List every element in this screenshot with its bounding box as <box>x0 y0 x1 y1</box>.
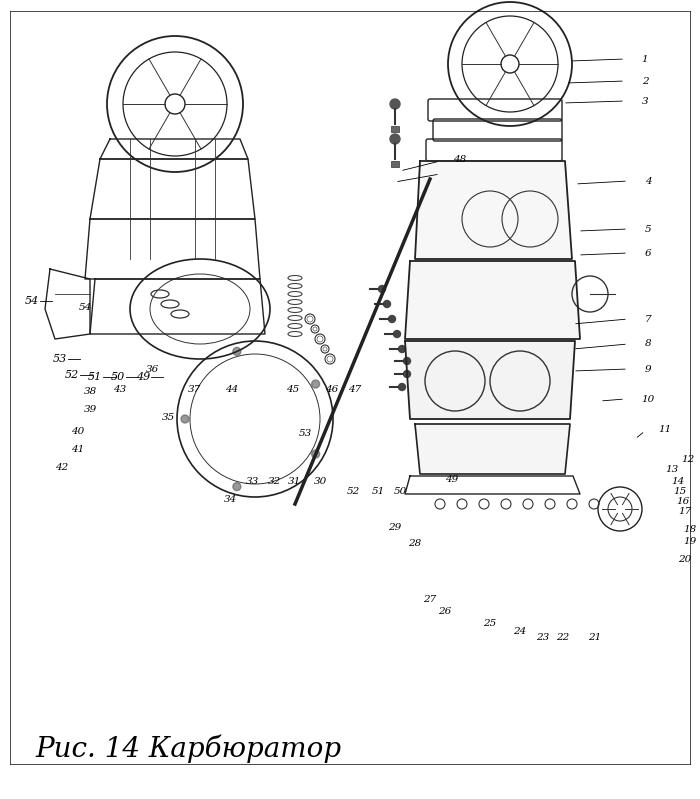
Text: Рис. 14 Карбюратор: Рис. 14 Карбюратор <box>35 735 341 763</box>
Text: 2: 2 <box>642 77 648 85</box>
Text: 19: 19 <box>683 536 696 546</box>
Text: 38: 38 <box>83 387 97 396</box>
Text: 50: 50 <box>393 487 407 495</box>
Text: 11: 11 <box>659 424 671 434</box>
Text: 51: 51 <box>88 372 102 382</box>
Circle shape <box>233 348 241 356</box>
Text: 10: 10 <box>641 395 654 403</box>
Text: 12: 12 <box>681 455 694 463</box>
FancyBboxPatch shape <box>391 161 399 167</box>
Text: 1: 1 <box>642 54 648 63</box>
Circle shape <box>384 300 391 308</box>
Text: 44: 44 <box>225 384 239 393</box>
Text: 4: 4 <box>645 177 651 185</box>
Circle shape <box>389 316 396 323</box>
Text: 40: 40 <box>71 427 85 435</box>
Text: 7: 7 <box>645 315 651 324</box>
Text: 52: 52 <box>346 487 360 495</box>
Text: 24: 24 <box>513 626 526 635</box>
Text: 5: 5 <box>645 225 651 233</box>
Circle shape <box>403 371 410 377</box>
Text: 16: 16 <box>676 496 690 506</box>
Text: 46: 46 <box>326 384 339 393</box>
Text: 43: 43 <box>113 384 127 393</box>
Text: 6: 6 <box>645 248 651 257</box>
Text: 42: 42 <box>55 463 69 471</box>
Polygon shape <box>405 341 575 419</box>
Text: 22: 22 <box>556 633 570 642</box>
Text: 48: 48 <box>454 154 467 164</box>
Text: 49: 49 <box>136 372 150 382</box>
Polygon shape <box>405 261 580 339</box>
Polygon shape <box>415 424 570 474</box>
Text: 51: 51 <box>372 487 384 495</box>
Text: 28: 28 <box>408 539 421 548</box>
Text: 20: 20 <box>678 555 692 563</box>
Text: 54: 54 <box>25 296 39 306</box>
Text: 17: 17 <box>678 507 692 515</box>
Text: 53: 53 <box>298 430 312 439</box>
Circle shape <box>390 134 400 144</box>
Circle shape <box>390 99 400 109</box>
Text: 47: 47 <box>349 384 362 393</box>
Circle shape <box>398 384 405 391</box>
Text: 41: 41 <box>71 444 85 454</box>
Circle shape <box>403 357 410 364</box>
Circle shape <box>233 483 241 491</box>
Text: 39: 39 <box>83 404 97 414</box>
Circle shape <box>379 285 386 292</box>
Text: 32: 32 <box>268 476 281 486</box>
Text: 13: 13 <box>666 464 678 474</box>
Text: 34: 34 <box>223 495 237 503</box>
Text: 9: 9 <box>645 364 651 373</box>
Circle shape <box>393 331 400 337</box>
Text: 25: 25 <box>484 619 496 629</box>
Text: 37: 37 <box>188 384 202 393</box>
Text: 53: 53 <box>53 354 67 364</box>
Circle shape <box>181 415 189 423</box>
Circle shape <box>312 380 320 388</box>
Circle shape <box>398 345 405 352</box>
Text: 52: 52 <box>65 370 79 380</box>
Text: 15: 15 <box>673 487 687 495</box>
Text: 26: 26 <box>438 606 452 615</box>
Text: 21: 21 <box>589 633 601 642</box>
Text: 8: 8 <box>645 340 651 348</box>
Text: 54: 54 <box>78 303 92 312</box>
Text: 45: 45 <box>286 384 300 393</box>
Text: 14: 14 <box>671 476 685 486</box>
Circle shape <box>312 450 320 458</box>
Text: 31: 31 <box>288 476 302 486</box>
Text: 18: 18 <box>683 524 696 534</box>
FancyBboxPatch shape <box>391 126 399 132</box>
Text: 36: 36 <box>146 364 159 373</box>
Text: 33: 33 <box>246 476 258 486</box>
Text: 50: 50 <box>111 372 125 382</box>
Polygon shape <box>415 161 572 259</box>
Text: 3: 3 <box>642 97 648 105</box>
Text: 35: 35 <box>162 412 174 422</box>
Text: 23: 23 <box>536 633 550 642</box>
Text: 30: 30 <box>314 476 327 486</box>
Text: 29: 29 <box>389 523 402 531</box>
Text: 27: 27 <box>424 594 437 603</box>
Text: 49: 49 <box>445 475 458 483</box>
